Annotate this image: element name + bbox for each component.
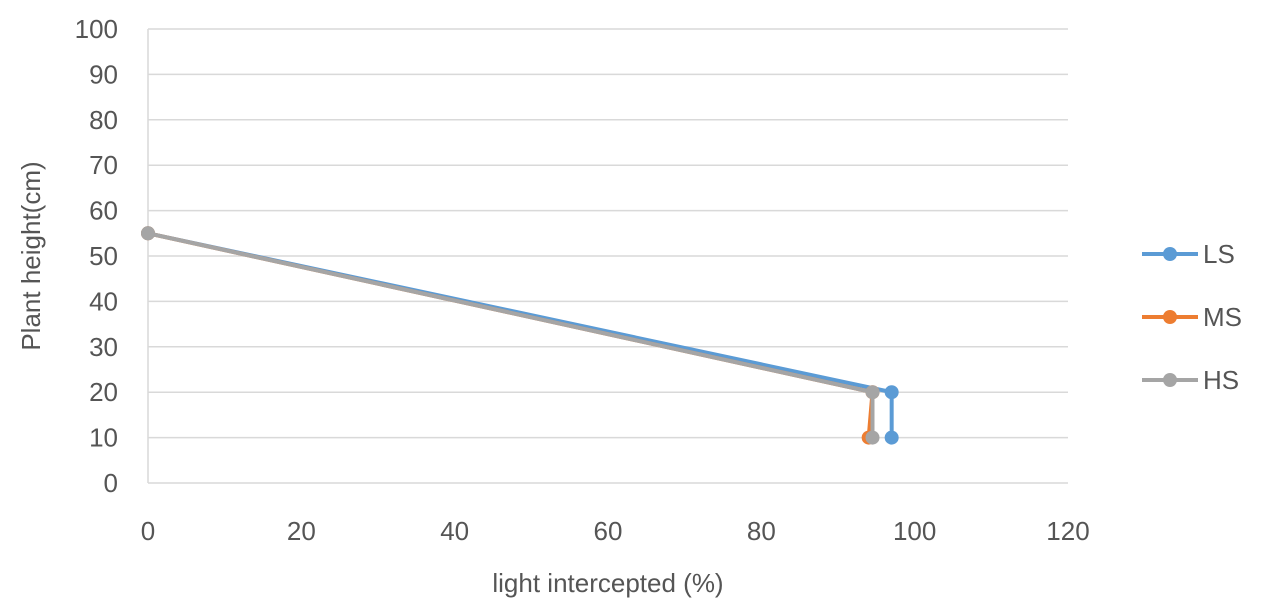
legend-marker [1163, 373, 1177, 387]
x-tick-label: 60 [594, 516, 623, 546]
data-point [884, 385, 899, 400]
gridlines [147, 28, 1068, 484]
y-tick-label: 50 [89, 241, 118, 271]
y-tick-label: 20 [89, 377, 118, 407]
y-tick-label: 100 [75, 14, 118, 44]
legend-label: HS [1203, 365, 1239, 395]
series-line [147, 231, 894, 438]
y-tick-label: 90 [89, 59, 118, 89]
series-line [147, 231, 875, 438]
legend-item-ls: LS [1142, 239, 1235, 269]
x-tick-label: 100 [893, 516, 936, 546]
legend-marker [1163, 247, 1177, 261]
x-axis-label: light intercepted (%) [492, 568, 723, 598]
y-tick-label: 60 [89, 196, 118, 226]
data-point [884, 430, 899, 445]
series-group [141, 226, 899, 445]
legend-label: MS [1203, 302, 1242, 332]
x-tick-label: 0 [141, 516, 155, 546]
y-tick-label: 10 [89, 423, 118, 453]
x-tick-labels: 0 20 40 60 80 100 120 [141, 516, 1090, 546]
series-ms [141, 226, 880, 445]
y-tick-labels: 0 10 20 30 40 50 60 70 80 90 100 [75, 14, 118, 498]
legend: LS MS HS [1142, 239, 1242, 395]
y-tick-label: 80 [89, 105, 118, 135]
y-tick-label: 40 [89, 286, 118, 316]
series-ls [141, 226, 899, 445]
data-point [141, 226, 155, 241]
y-axis-label: Plant height(cm) [16, 161, 46, 350]
legend-item-ms: MS [1142, 302, 1242, 332]
legend-item-hs: HS [1142, 365, 1239, 395]
series-hs [141, 226, 880, 445]
x-tick-label: 120 [1046, 516, 1089, 546]
data-point [865, 385, 880, 400]
data-point [865, 430, 880, 445]
y-tick-label: 0 [104, 468, 118, 498]
legend-marker [1163, 310, 1177, 324]
legend-label: LS [1203, 239, 1235, 269]
x-tick-label: 40 [440, 516, 469, 546]
y-tick-label: 30 [89, 332, 118, 362]
x-tick-label: 20 [287, 516, 316, 546]
x-tick-label: 80 [747, 516, 776, 546]
series-line [147, 231, 875, 438]
y-tick-label: 70 [89, 150, 118, 180]
